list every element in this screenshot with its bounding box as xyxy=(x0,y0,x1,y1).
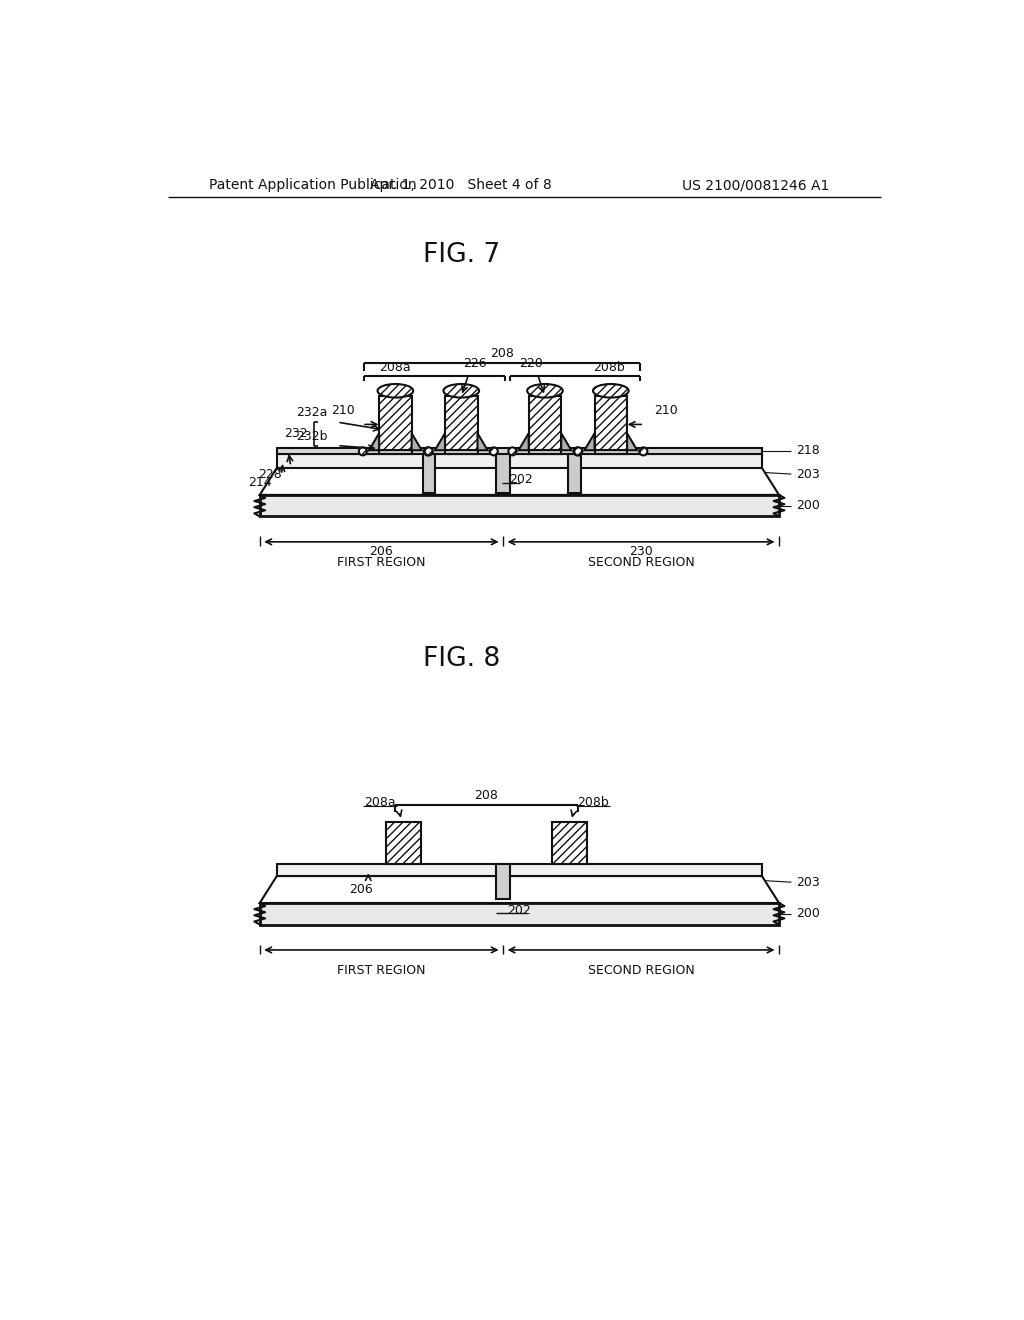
Ellipse shape xyxy=(593,384,629,397)
Bar xyxy=(386,822,421,865)
Bar xyxy=(595,396,627,450)
Polygon shape xyxy=(627,433,637,450)
Text: 232b: 232b xyxy=(297,430,328,444)
Ellipse shape xyxy=(358,447,367,455)
Text: 220: 220 xyxy=(519,358,543,371)
Bar xyxy=(276,454,762,469)
Bar xyxy=(528,396,561,450)
Text: 214: 214 xyxy=(249,477,272,490)
Ellipse shape xyxy=(425,447,433,455)
Bar xyxy=(552,822,587,865)
Polygon shape xyxy=(477,433,487,450)
Bar xyxy=(260,903,779,924)
Ellipse shape xyxy=(639,447,647,455)
Polygon shape xyxy=(412,433,422,450)
Text: 200: 200 xyxy=(796,907,820,920)
Polygon shape xyxy=(260,469,779,495)
Ellipse shape xyxy=(508,447,516,455)
Text: 228: 228 xyxy=(258,467,282,480)
Text: 226: 226 xyxy=(464,358,487,371)
Text: 208: 208 xyxy=(490,347,514,360)
Ellipse shape xyxy=(573,447,582,455)
Bar xyxy=(423,454,435,492)
Ellipse shape xyxy=(443,384,479,397)
Polygon shape xyxy=(369,433,379,450)
Text: SECOND REGION: SECOND REGION xyxy=(588,964,694,977)
Bar xyxy=(568,454,581,492)
Text: US 2100/0081246 A1: US 2100/0081246 A1 xyxy=(682,178,829,193)
Text: 206: 206 xyxy=(370,545,393,558)
Text: 208b: 208b xyxy=(593,360,625,374)
Text: 206: 206 xyxy=(348,883,373,896)
Text: FIG. 7: FIG. 7 xyxy=(423,242,500,268)
Text: FIRST REGION: FIRST REGION xyxy=(337,964,426,977)
Text: FIG. 8: FIG. 8 xyxy=(423,645,500,672)
Text: 230: 230 xyxy=(629,545,653,558)
Text: Patent Application Publication: Patent Application Publication xyxy=(209,178,417,193)
Text: FIRST REGION: FIRST REGION xyxy=(337,556,426,569)
Text: 232: 232 xyxy=(285,428,308,441)
Ellipse shape xyxy=(527,384,563,397)
Bar xyxy=(379,396,412,450)
Bar xyxy=(528,450,561,454)
Bar xyxy=(379,450,412,454)
Text: 208a: 208a xyxy=(380,360,412,374)
Text: 203: 203 xyxy=(796,467,820,480)
Text: 210: 210 xyxy=(331,404,354,417)
Text: 208b: 208b xyxy=(578,796,609,809)
Text: SECOND REGION: SECOND REGION xyxy=(588,556,694,569)
Ellipse shape xyxy=(574,447,583,455)
Text: 202: 202 xyxy=(507,904,530,917)
Text: 210: 210 xyxy=(654,404,678,417)
Text: 200: 200 xyxy=(796,499,820,512)
Text: 232a: 232a xyxy=(297,407,328,420)
Bar xyxy=(496,865,510,899)
Text: 202: 202 xyxy=(509,473,534,486)
Ellipse shape xyxy=(424,447,432,455)
Polygon shape xyxy=(518,433,528,450)
Ellipse shape xyxy=(378,384,414,397)
Text: 208a: 208a xyxy=(365,796,395,809)
Text: 218: 218 xyxy=(796,445,820,458)
Polygon shape xyxy=(561,433,571,450)
Bar xyxy=(276,447,762,454)
Bar xyxy=(445,396,477,450)
Text: Apr. 1, 2010   Sheet 4 of 8: Apr. 1, 2010 Sheet 4 of 8 xyxy=(371,178,552,193)
Polygon shape xyxy=(435,433,445,450)
Text: 203: 203 xyxy=(796,875,820,888)
Bar xyxy=(496,454,510,492)
Bar xyxy=(276,865,762,876)
Bar xyxy=(595,450,627,454)
Polygon shape xyxy=(585,433,595,450)
Bar xyxy=(445,450,477,454)
Bar xyxy=(260,495,779,516)
Ellipse shape xyxy=(489,447,498,455)
Text: 208: 208 xyxy=(474,788,499,801)
Polygon shape xyxy=(260,876,779,903)
